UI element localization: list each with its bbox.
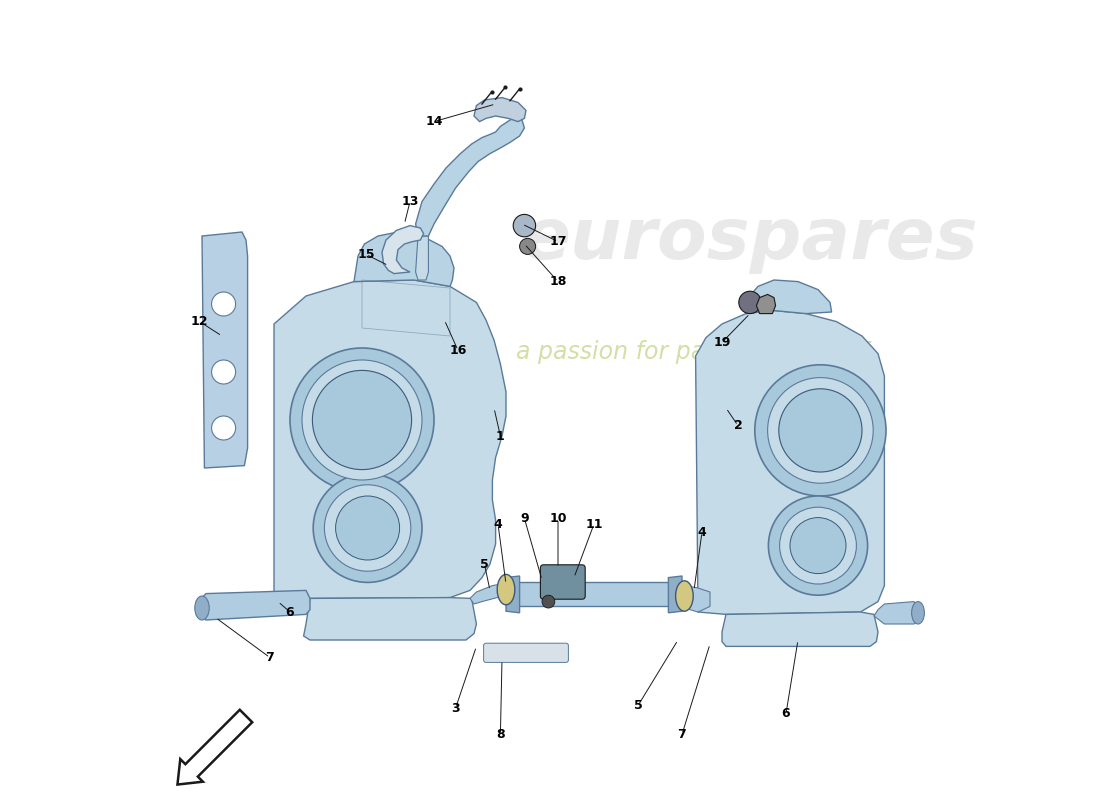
Polygon shape — [382, 226, 424, 274]
Circle shape — [739, 291, 761, 314]
Polygon shape — [695, 310, 884, 614]
Text: 5: 5 — [634, 699, 642, 712]
Circle shape — [519, 238, 536, 254]
Ellipse shape — [497, 574, 515, 605]
Circle shape — [336, 496, 399, 560]
Text: 6: 6 — [286, 606, 295, 618]
Text: 10: 10 — [549, 512, 566, 525]
Circle shape — [211, 292, 235, 316]
FancyBboxPatch shape — [540, 565, 585, 599]
Text: 17: 17 — [549, 235, 566, 248]
Ellipse shape — [195, 596, 209, 620]
Polygon shape — [354, 232, 454, 286]
Polygon shape — [416, 236, 428, 280]
Circle shape — [211, 360, 235, 384]
Text: 11: 11 — [585, 518, 603, 530]
Circle shape — [779, 389, 862, 472]
Polygon shape — [669, 576, 682, 613]
Polygon shape — [304, 598, 476, 640]
Ellipse shape — [912, 602, 924, 624]
Text: 14: 14 — [426, 115, 442, 128]
Text: a passion for parts since 1985: a passion for parts since 1985 — [516, 340, 872, 364]
Text: 7: 7 — [678, 728, 686, 741]
Circle shape — [542, 595, 554, 608]
Polygon shape — [678, 586, 710, 612]
Circle shape — [290, 348, 434, 492]
Circle shape — [768, 378, 873, 483]
Text: 9: 9 — [520, 512, 529, 525]
Text: 18: 18 — [549, 275, 566, 288]
Circle shape — [780, 507, 857, 584]
Circle shape — [211, 416, 235, 440]
Polygon shape — [874, 602, 920, 624]
Circle shape — [769, 496, 868, 595]
Circle shape — [514, 214, 536, 237]
Polygon shape — [722, 612, 878, 646]
Text: 15: 15 — [358, 248, 375, 261]
Text: 3: 3 — [451, 702, 460, 714]
Text: eurospares: eurospares — [521, 206, 978, 274]
Ellipse shape — [675, 581, 693, 611]
Polygon shape — [757, 294, 776, 314]
Circle shape — [302, 360, 422, 480]
Text: 8: 8 — [496, 728, 505, 741]
Polygon shape — [746, 280, 832, 314]
Polygon shape — [510, 582, 678, 606]
Text: 4: 4 — [697, 526, 706, 538]
Text: 12: 12 — [191, 315, 208, 328]
FancyArrow shape — [177, 710, 252, 785]
FancyBboxPatch shape — [484, 643, 569, 662]
Text: 5: 5 — [480, 558, 488, 570]
Circle shape — [790, 518, 846, 574]
Circle shape — [324, 485, 410, 571]
Circle shape — [312, 370, 411, 470]
Polygon shape — [274, 280, 506, 598]
Text: 19: 19 — [713, 336, 730, 349]
Polygon shape — [198, 590, 310, 620]
Text: 2: 2 — [734, 419, 742, 432]
Text: 16: 16 — [449, 344, 466, 357]
Text: 6: 6 — [782, 707, 790, 720]
Polygon shape — [470, 582, 512, 604]
Polygon shape — [506, 576, 519, 613]
Circle shape — [755, 365, 886, 496]
Polygon shape — [202, 232, 248, 468]
Polygon shape — [474, 98, 526, 122]
Text: 4: 4 — [494, 518, 503, 530]
Text: 13: 13 — [402, 195, 419, 208]
Text: 7: 7 — [265, 651, 274, 664]
Polygon shape — [416, 117, 525, 236]
Text: 1: 1 — [496, 430, 505, 442]
Circle shape — [314, 474, 422, 582]
